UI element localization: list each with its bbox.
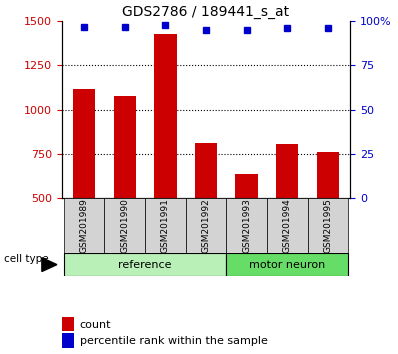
Text: GSM201994: GSM201994 — [283, 198, 292, 253]
Text: reference: reference — [118, 259, 172, 270]
Title: GDS2786 / 189441_s_at: GDS2786 / 189441_s_at — [123, 5, 289, 19]
Bar — [317, 152, 339, 198]
Text: GSM201995: GSM201995 — [324, 198, 332, 253]
Bar — [113, 97, 136, 198]
Text: count: count — [80, 320, 111, 330]
Text: cell type: cell type — [4, 254, 49, 264]
Text: motor neuron: motor neuron — [249, 259, 326, 270]
Text: GSM201992: GSM201992 — [201, 198, 211, 253]
FancyBboxPatch shape — [104, 198, 145, 253]
Bar — [195, 143, 217, 198]
Text: percentile rank within the sample: percentile rank within the sample — [80, 336, 267, 346]
Bar — [154, 34, 176, 198]
Bar — [236, 175, 258, 198]
Bar — [276, 144, 298, 198]
FancyBboxPatch shape — [64, 253, 226, 276]
FancyBboxPatch shape — [226, 253, 348, 276]
FancyBboxPatch shape — [64, 198, 104, 253]
Polygon shape — [42, 258, 57, 272]
Bar — [73, 88, 95, 198]
Text: GSM201993: GSM201993 — [242, 198, 251, 253]
Text: GSM201991: GSM201991 — [161, 198, 170, 253]
FancyBboxPatch shape — [267, 198, 308, 253]
FancyBboxPatch shape — [226, 198, 267, 253]
Text: GSM201990: GSM201990 — [120, 198, 129, 253]
FancyBboxPatch shape — [185, 198, 226, 253]
FancyBboxPatch shape — [308, 198, 348, 253]
FancyBboxPatch shape — [145, 198, 185, 253]
Text: GSM201989: GSM201989 — [80, 198, 88, 253]
